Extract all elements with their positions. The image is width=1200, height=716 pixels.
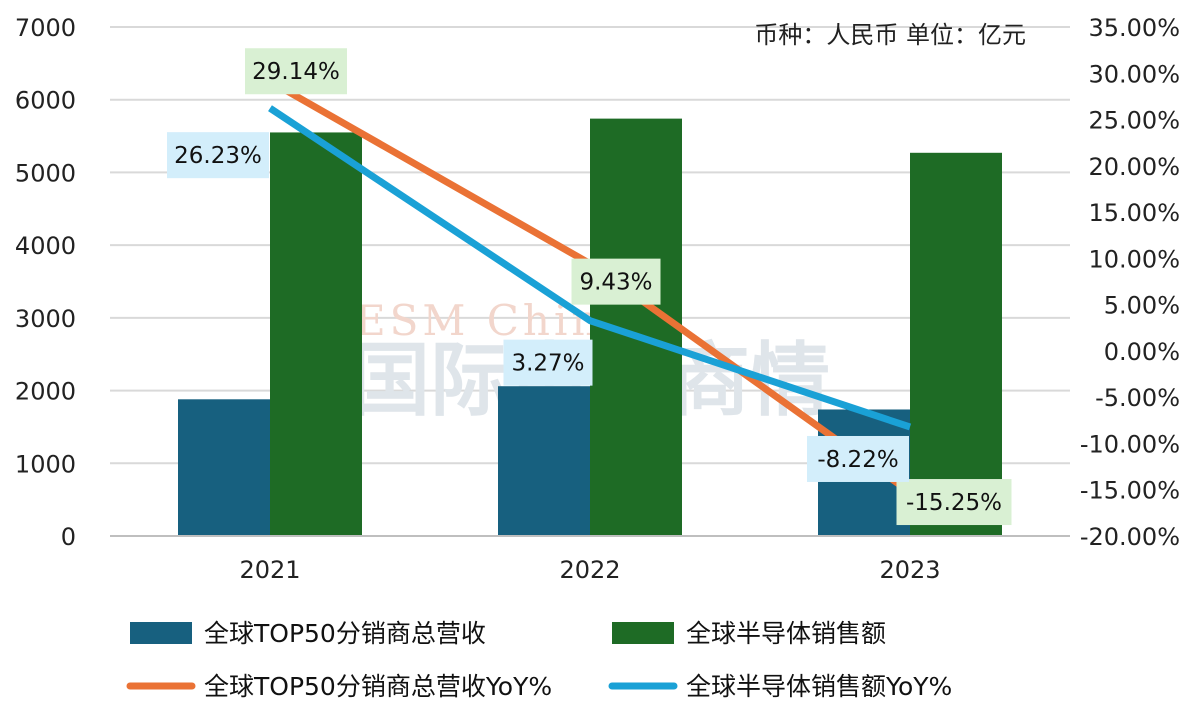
data-label-box [807, 435, 909, 482]
data-label: -15.25% [906, 490, 1002, 516]
bar-distributor-revenue [178, 399, 270, 536]
y-right-tick-label: 10.00% [1088, 245, 1180, 273]
bar-semiconductor-sales [270, 132, 362, 536]
bar-distributor-revenue [498, 386, 590, 536]
x-tick-label: 2022 [559, 556, 620, 584]
legend-swatch [130, 622, 192, 644]
y-left-tick-label: 6000 [15, 87, 76, 115]
legend-label: 全球TOP50分销商总营收 [204, 619, 486, 648]
y-right-tick-label: -20.00% [1080, 523, 1180, 551]
data-labels: 29.14% 9.43% -15.25% 26.23% 3.27% -8.22% [167, 48, 1012, 526]
y-right-tick-label: 15.00% [1088, 199, 1180, 227]
y-left-tick-label: 0 [61, 523, 76, 551]
bars [178, 118, 1002, 537]
y-left-tick-label: 5000 [15, 159, 76, 187]
y-left-tick-label: 2000 [15, 378, 76, 406]
x-tick-label: 2023 [879, 556, 940, 584]
data-label: -8.22% [817, 447, 898, 473]
currency-note: 币种：人民币 单位：亿元 [754, 21, 1026, 49]
y-right-tick-label: 20.00% [1088, 153, 1180, 181]
data-label: 9.43% [579, 270, 652, 296]
data-label-box [571, 258, 661, 305]
y-right-tick-label: -5.00% [1095, 384, 1180, 412]
legend-label: 全球TOP50分销商总营收YoY% [204, 672, 552, 701]
data-label-box [896, 479, 1012, 526]
y-right-tick-label: 0.00% [1104, 338, 1180, 366]
data-label: 29.14% [252, 59, 340, 85]
data-label-box [245, 48, 347, 95]
legend-label: 全球半导体销售额 [686, 619, 886, 648]
y-right-tick-label: 5.00% [1104, 292, 1180, 320]
y-right-tick-label: -15.00% [1080, 477, 1180, 505]
line-semiconductor-yoy [268, 105, 912, 431]
y-left-tick-label: 4000 [15, 232, 76, 260]
bar-semiconductor-sales [910, 152, 1002, 536]
y-left-tick-label: 7000 [15, 14, 76, 42]
x-tick-label: 2021 [239, 556, 300, 584]
y-left-tick-label: 3000 [15, 305, 76, 333]
legend-label: 全球半导体销售额YoY% [686, 672, 952, 701]
y-right-tick-label: 35.00% [1088, 14, 1180, 42]
y-right-tick-label: -10.00% [1080, 430, 1180, 458]
data-label-box [503, 339, 593, 386]
y-left-tick-label: 1000 [15, 450, 76, 478]
data-label-box [167, 132, 269, 179]
data-label: 3.27% [511, 351, 584, 377]
data-label: 26.23% [174, 143, 262, 169]
y-right-tick-label: 30.00% [1088, 60, 1180, 88]
legend-swatch [612, 622, 674, 644]
y-right-tick-label: 25.00% [1088, 107, 1180, 135]
axes: 0 1000 2000 3000 4000 5000 6000 7000 -20.00% -15.… [15, 14, 1180, 584]
